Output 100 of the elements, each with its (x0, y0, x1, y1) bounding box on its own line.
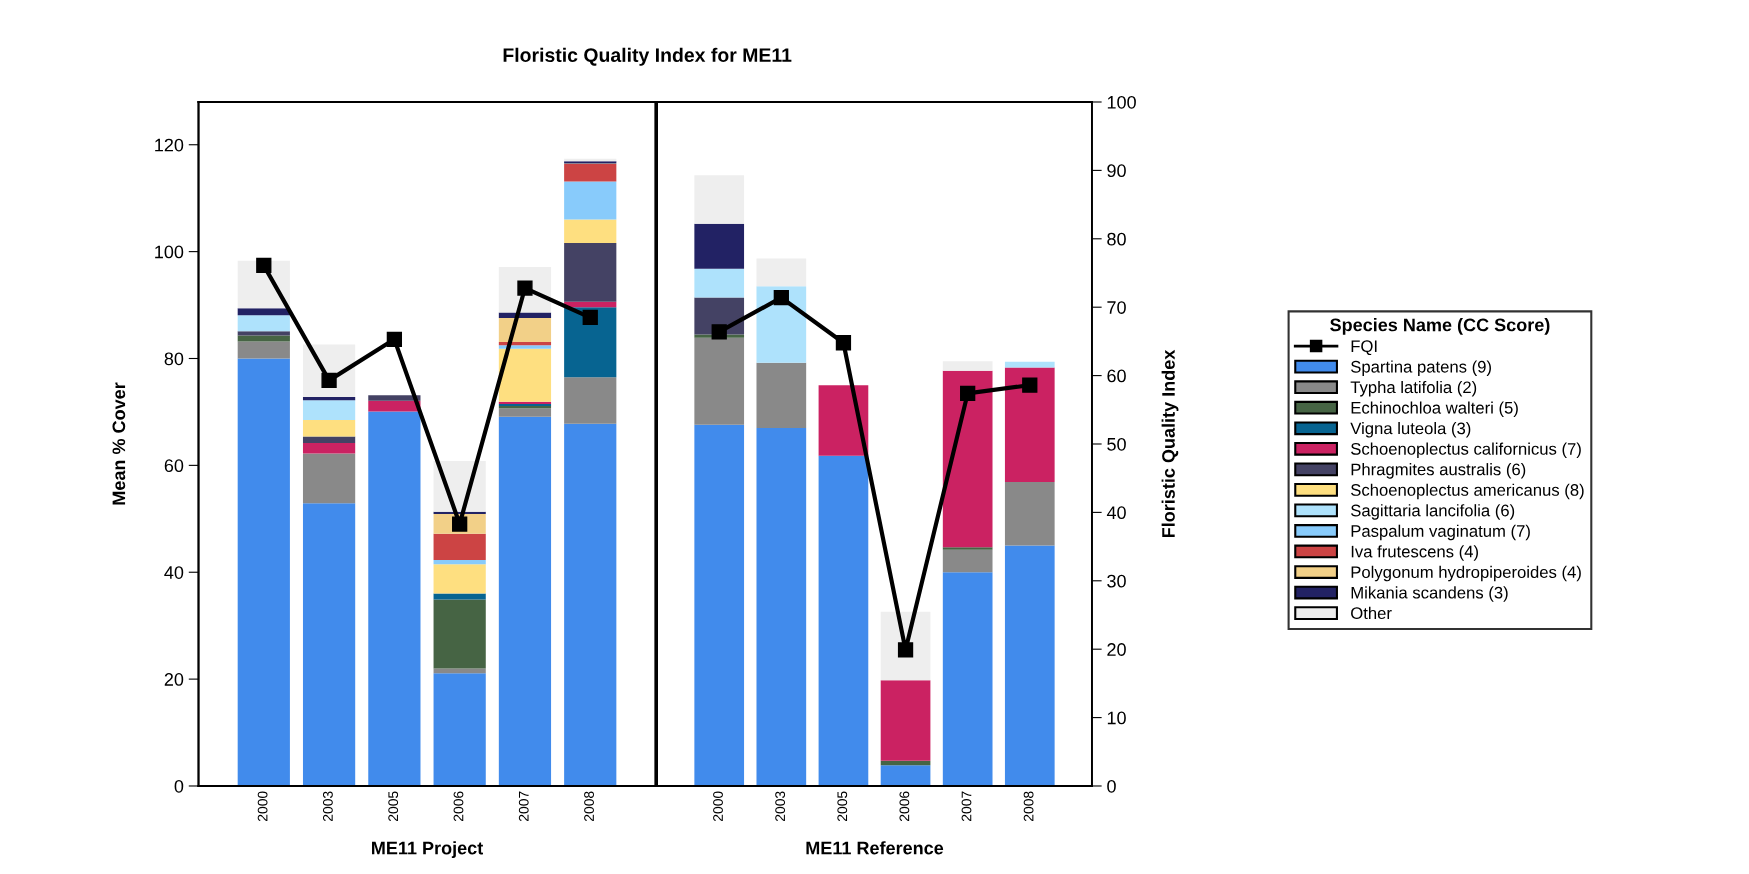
bar (756, 427, 807, 786)
bar (498, 416, 552, 786)
y-tick-label: 0 (174, 779, 184, 793)
bar (942, 549, 993, 573)
y2-tick-label: 0 (1107, 779, 1116, 793)
legend-label: Phragmites australis (6) (1351, 463, 1526, 479)
x-tick-label: 2000 (257, 791, 268, 822)
bar (433, 668, 486, 674)
bar (302, 453, 356, 504)
bar (880, 760, 931, 766)
point (711, 324, 727, 340)
bar (433, 564, 486, 594)
y-tick-label: 40 (164, 566, 184, 579)
bar (694, 268, 745, 298)
bar (564, 307, 617, 378)
x-tick-label: 2003 (775, 791, 786, 822)
x-tick-label: 2005 (388, 791, 399, 822)
bar (433, 673, 486, 786)
y2-tick-label: 30 (1107, 574, 1126, 588)
x-tick-label: 2008 (584, 791, 594, 822)
bar (694, 223, 745, 269)
bar (498, 345, 552, 349)
legend-label: FQI (1351, 340, 1377, 356)
bar (302, 400, 356, 420)
y2-tick-label: 70 (1107, 301, 1126, 314)
y2-tick-label: 90 (1107, 164, 1126, 178)
point (582, 309, 598, 326)
x-tick-label: 2005 (837, 791, 848, 822)
bar (1004, 481, 1055, 546)
bar (498, 408, 552, 417)
point (256, 257, 272, 274)
legend-title: Species Name (CC Score) (1330, 318, 1550, 335)
bar (433, 559, 486, 565)
bar (302, 503, 356, 786)
legend-label: Schoenoplectus americanus (8) (1351, 483, 1584, 500)
legend-label: Vigna luteola (3) (1350, 422, 1471, 438)
y2-tick-label: 100 (1107, 95, 1136, 109)
y2-tick-label: 60 (1107, 369, 1126, 383)
bar (564, 219, 617, 244)
bar (302, 442, 356, 454)
y2-tick-label: 10 (1107, 711, 1126, 725)
y-tick-label: 80 (164, 352, 184, 366)
point (897, 642, 914, 658)
x-tick-label: 2007 (518, 791, 529, 822)
bar (433, 533, 486, 560)
bar (942, 370, 993, 548)
bar (942, 361, 993, 371)
x-tick-label: 2006 (453, 791, 464, 822)
point (773, 289, 789, 306)
bar (237, 358, 290, 786)
y2-tick-label: 50 (1107, 437, 1126, 451)
bar (1004, 367, 1055, 482)
bar (942, 572, 993, 786)
bar (818, 455, 869, 786)
legend-label: Iva frutescens (4) (1351, 545, 1478, 561)
bar (880, 680, 931, 761)
x-tick-label: 2006 (899, 791, 910, 822)
legend-label: Mikania scandens (3) (1351, 586, 1508, 602)
y-tick-label: 20 (164, 673, 184, 686)
bar (498, 348, 552, 402)
bar (368, 411, 421, 786)
bar (302, 396, 356, 401)
point (321, 372, 337, 389)
legend-label: Schoenoplectus californicus (7) (1351, 442, 1581, 459)
bar (756, 258, 807, 287)
bar (498, 317, 552, 342)
bar (433, 599, 486, 669)
legend-label: Polygonum hydropiperoides (4) (1351, 565, 1581, 582)
bar (564, 243, 617, 302)
legend-label: Echinochloa walteri (5) (1351, 401, 1518, 418)
x-axis-title: ME11 Reference (806, 841, 944, 855)
x-tick-label: 2007 (961, 791, 972, 822)
y2-axis-title: Floristic Quality Index (1161, 349, 1179, 538)
y-tick-label: 120 (155, 138, 184, 152)
x-tick-label: 2008 (1023, 791, 1034, 822)
y2-tick-label: 20 (1107, 643, 1126, 656)
bar (302, 436, 356, 443)
x-tick-label: 2003 (322, 791, 333, 822)
bar (237, 308, 290, 316)
bar (818, 385, 869, 456)
x-tick-label: 2000 (713, 791, 723, 822)
legend-label: Typha latifolia (2) (1350, 380, 1477, 397)
bar (302, 419, 356, 437)
bar (880, 765, 931, 786)
point (960, 385, 976, 402)
y-axis-title: Mean % Cover (112, 382, 126, 505)
bar (564, 163, 617, 182)
bar (564, 423, 617, 786)
bar (694, 175, 745, 224)
bar (237, 315, 290, 332)
point (835, 335, 852, 351)
bar (756, 362, 807, 428)
chart-title: Floristic Quality Index for ME11 (503, 47, 792, 66)
bar (368, 395, 421, 401)
legend-label: Spartina patens (9) (1351, 360, 1491, 376)
point (386, 331, 403, 347)
bar (694, 337, 745, 425)
x-axis-title: ME11 Project (372, 841, 483, 859)
bar (942, 547, 993, 550)
y-tick-label: 100 (155, 245, 184, 259)
